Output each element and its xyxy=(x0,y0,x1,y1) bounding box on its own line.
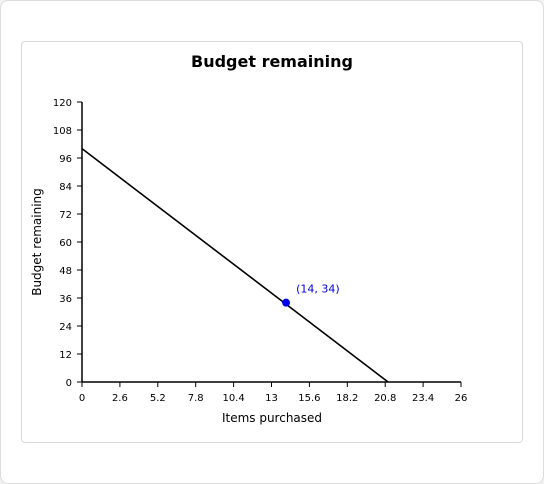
highlight-group: (14, 34) xyxy=(282,283,340,307)
y-tick-label: 36 xyxy=(59,294,72,305)
x-tick-label: 5.2 xyxy=(150,393,166,404)
y-tick-label: 84 xyxy=(59,182,72,193)
x-tick-label: 18.2 xyxy=(336,393,358,404)
budget-line xyxy=(81,148,389,383)
chart-title: Budget remaining xyxy=(191,52,353,71)
y-tick-label: 120 xyxy=(53,98,72,109)
y-tick-label: 72 xyxy=(59,210,72,221)
highlight-point-label: (14, 34) xyxy=(296,283,340,296)
chart-card xyxy=(21,41,523,443)
x-tick-label: 13 xyxy=(265,393,278,404)
x-axis-ticks: 0 2.6 5.2 7.8 10.4 13 15.6 18.2 20.8 23.4 26 xyxy=(79,382,468,404)
x-tick-label: 0 xyxy=(79,393,85,404)
y-tick-label: 24 xyxy=(59,322,72,333)
x-axis-label: Items purchased xyxy=(222,411,322,425)
x-tick-label: 26 xyxy=(455,393,468,404)
x-tick-label: 2.6 xyxy=(112,393,128,404)
x-tick-label: 23.4 xyxy=(412,393,434,404)
y-tick-label: 0 xyxy=(66,378,72,389)
x-tick-label: 20.8 xyxy=(374,393,396,404)
highlight-point xyxy=(282,298,291,307)
x-tick-label: 7.8 xyxy=(188,393,204,404)
y-axis-label: Budget remaining xyxy=(30,188,44,296)
y-tick-label: 60 xyxy=(59,238,72,249)
y-tick-label: 96 xyxy=(59,154,72,165)
y-tick-label: 48 xyxy=(59,266,72,277)
y-tick-label: 12 xyxy=(59,350,72,361)
series-group xyxy=(81,148,389,383)
y-axis-ticks: 0 12 24 36 48 60 72 84 96 108 120 xyxy=(53,98,82,389)
x-tick-label: 15.6 xyxy=(298,393,320,404)
x-tick-label: 10.4 xyxy=(222,393,244,404)
y-tick-label: 108 xyxy=(53,126,72,137)
